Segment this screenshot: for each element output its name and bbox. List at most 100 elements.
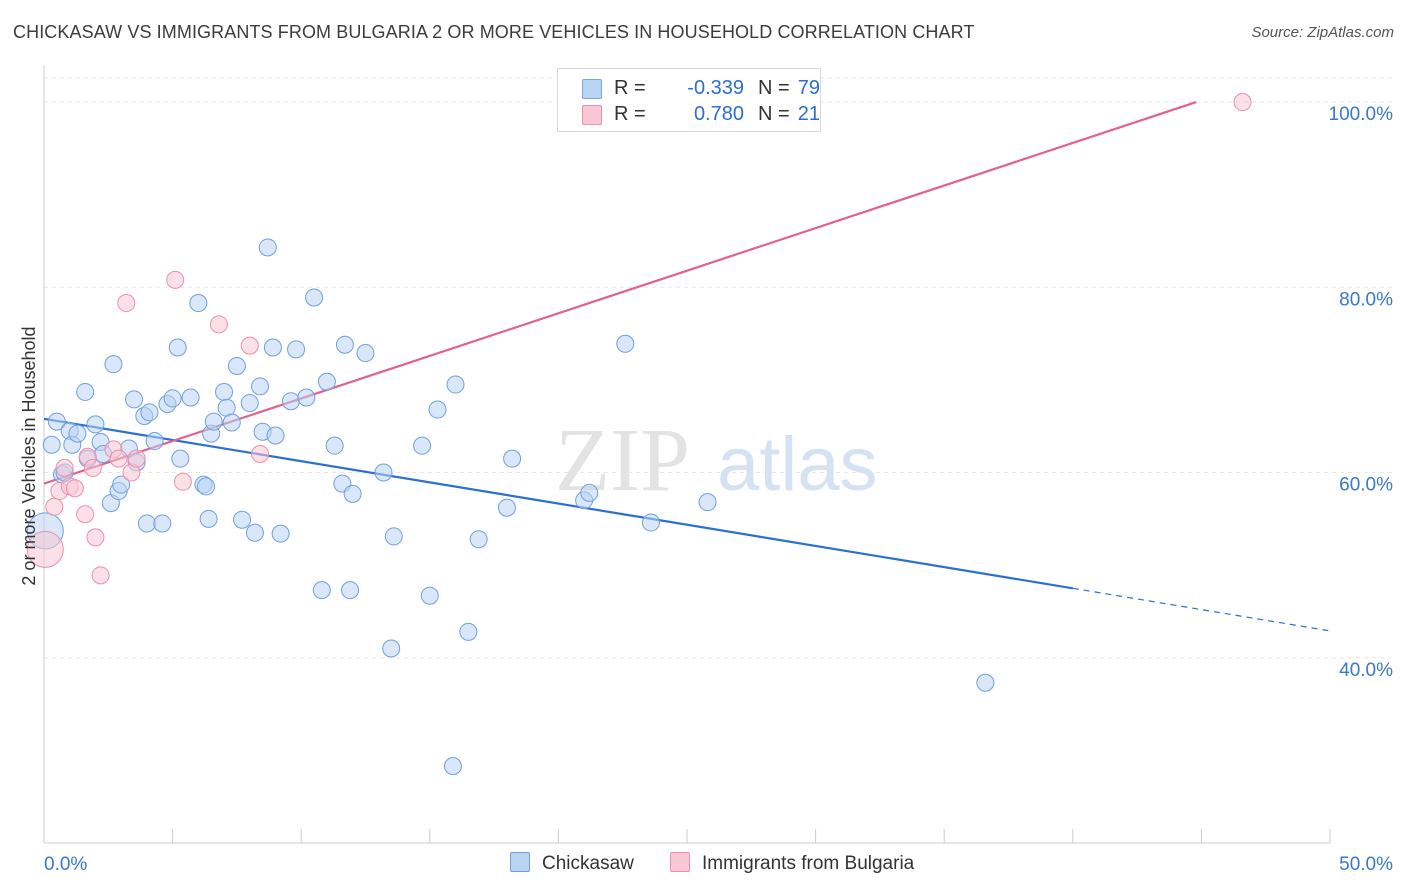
bottom-legend-label-bulgaria: Immigrants from Bulgaria	[702, 853, 915, 874]
chickasaw-point	[168, 338, 187, 357]
y-tick-label: 60.0%	[1339, 475, 1393, 496]
bulgaria-point	[166, 270, 185, 289]
chickasaw-point	[181, 388, 200, 407]
bottom-legend-swatch-chickasaw	[510, 852, 530, 872]
watermark-atlas: atlas	[717, 422, 878, 507]
watermark: ZIP atlas	[555, 411, 878, 510]
chickasaw-point	[233, 510, 252, 529]
source-label: Source: ZipAtlas.com	[1251, 24, 1394, 41]
chickasaw-point	[312, 581, 331, 600]
bulgaria-point	[45, 497, 64, 516]
chickasaw-point	[443, 757, 462, 776]
chickasaw-point	[240, 394, 259, 413]
chickasaw-point	[287, 340, 306, 359]
chickasaw-point	[125, 390, 144, 409]
chickasaw-point	[76, 382, 95, 401]
x-tick-label: 50.0%	[1339, 854, 1393, 875]
bottom-legend-chickasaw: Chickasaw	[510, 852, 634, 875]
bulgaria-point	[55, 458, 74, 477]
chickasaw-point	[335, 335, 354, 354]
chickasaw-point	[580, 483, 599, 502]
y-tick-labels: 40.0% 60.0% 80.0% 100.0%	[1329, 104, 1394, 681]
chickasaw-point	[382, 639, 401, 658]
legend-r-value: -0.339	[687, 77, 744, 99]
chickasaw-point	[325, 436, 344, 455]
chickasaw-point	[258, 238, 277, 257]
legend-swatch-bulgaria	[582, 105, 602, 125]
chickasaw-point	[112, 475, 131, 494]
legend-r-value: 0.780	[693, 103, 744, 125]
chickasaw-point	[469, 530, 488, 549]
chickasaw-point	[215, 382, 234, 401]
chickasaw-point	[204, 412, 223, 431]
bulgaria-point	[251, 445, 270, 463]
chickasaw-point	[263, 338, 282, 357]
x-tick-labels: 0.0% 50.0%	[44, 854, 1393, 875]
chickasaw-point	[374, 463, 393, 482]
bottom-legend-bulgaria: Immigrants from Bulgaria	[670, 852, 914, 875]
bottom-legend-swatch-bulgaria	[670, 852, 690, 872]
bulgaria-point	[109, 449, 128, 468]
chickasaw-point	[317, 372, 336, 391]
chickasaw-point	[137, 514, 156, 533]
bulgaria-point	[26, 530, 64, 568]
chickasaw-point	[271, 524, 290, 543]
chickasaw-point	[140, 403, 159, 422]
chickasaw-point	[145, 432, 164, 451]
chickasaw-point	[266, 426, 285, 445]
axes	[43, 65, 1331, 844]
grid-lines	[44, 77, 1394, 659]
chickasaw-point	[47, 412, 66, 431]
data-points	[26, 93, 1252, 776]
bulgaria-point	[65, 479, 84, 498]
y-tick-label: 100.0%	[1329, 104, 1394, 125]
bulgaria-point	[173, 472, 192, 491]
chickasaw-point	[104, 355, 123, 374]
chickasaw-trend-extension	[1072, 587, 1331, 632]
chickasaw-point	[153, 514, 172, 533]
chickasaw-point	[341, 581, 360, 600]
legend-r-label: R =	[614, 77, 646, 99]
bulgaria-point	[91, 566, 110, 585]
chickasaw-point	[428, 400, 447, 419]
x-tick-label: 0.0%	[44, 854, 87, 875]
chickasaw-point	[171, 449, 190, 468]
y-axis-label: 2 or more Vehicles in Household	[19, 326, 39, 585]
chickasaw-point	[413, 436, 432, 455]
watermark-zip: ZIP	[555, 411, 690, 510]
chickasaw-point	[384, 527, 403, 546]
chickasaw-point	[197, 477, 216, 496]
chickasaw-point	[698, 493, 717, 512]
chickasaw-point	[281, 392, 300, 411]
bulgaria-point	[86, 528, 105, 547]
chickasaw-point	[641, 513, 660, 532]
legend-n-label: N =	[758, 103, 790, 125]
bulgaria-point	[83, 458, 102, 477]
chickasaw-point	[356, 344, 375, 363]
y-tick-label: 40.0%	[1339, 660, 1393, 681]
chickasaw-point	[86, 415, 105, 434]
bulgaria-point	[209, 315, 228, 334]
chickasaw-point	[189, 294, 208, 313]
chickasaw-point	[343, 484, 362, 503]
legend-n-value: 79	[797, 77, 820, 99]
bulgaria-point	[1233, 93, 1252, 112]
chickasaw-point	[222, 413, 241, 432]
chickasaw-point	[503, 449, 522, 468]
chickasaw-point	[297, 388, 316, 407]
chickasaw-trend-line	[43, 417, 1073, 590]
chickasaw-point	[245, 523, 264, 542]
chickasaw-point	[199, 509, 218, 528]
chickasaw-point	[446, 375, 465, 394]
bottom-legend-label-chickasaw: Chickasaw	[542, 853, 634, 874]
chickasaw-point	[305, 288, 324, 307]
chart-title: CHICKASAW VS IMMIGRANTS FROM BULGARIA 2 …	[13, 22, 975, 42]
chickasaw-point	[227, 357, 246, 376]
chickasaw-point	[497, 498, 516, 517]
bulgaria-point	[76, 505, 95, 524]
chickasaw-point	[163, 389, 182, 408]
correlation-legend: R = -0.339 N = 79 R = 0.780 N = 21	[557, 68, 821, 132]
chickasaw-point	[420, 586, 439, 605]
chickasaw-point	[42, 435, 61, 454]
